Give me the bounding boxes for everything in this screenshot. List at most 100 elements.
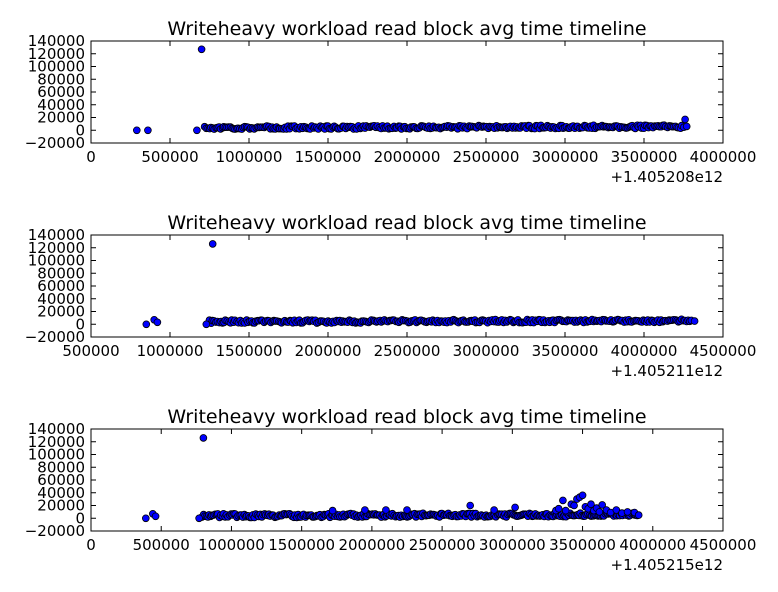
subplot-1-ticks: 0 500000 1000000 1500000 2000000 2500000 30000…	[25, 32, 757, 166]
x-tick-label: 1000000	[137, 342, 204, 360]
y-tick-label: 0	[75, 509, 85, 527]
x-tick-label: 2000000	[338, 536, 405, 554]
data-point	[197, 45, 206, 54]
data-point	[142, 320, 151, 329]
subplot-2-title: Writeheavy workload read block avg time …	[167, 212, 646, 234]
x-tick-label: 0	[86, 536, 96, 554]
x-tick-label: 500000	[62, 342, 119, 360]
data-point	[570, 501, 578, 510]
data-point	[202, 320, 211, 329]
data-point	[133, 126, 141, 135]
subplot-2-x-offset: +1.405211e12	[611, 362, 723, 380]
y-tick-label: −20000	[25, 522, 85, 540]
data-point	[208, 240, 217, 248]
data-point	[151, 512, 160, 521]
y-tick-label: 20000	[37, 109, 85, 127]
y-tick-label: 0	[75, 315, 85, 333]
x-tick-label: 3000000	[532, 148, 599, 166]
y-tick-label: 20000	[37, 497, 85, 515]
x-tick-label: 500000	[133, 536, 190, 554]
x-tick-label: 3000000	[453, 342, 520, 360]
y-tick-label: 20000	[37, 303, 85, 321]
x-tick-label: 3500000	[549, 536, 616, 554]
x-tick-label: 1000000	[198, 536, 265, 554]
x-tick-label: 500000	[141, 148, 198, 166]
x-tick-label: 4500000	[690, 536, 757, 554]
data-point	[623, 508, 632, 516]
subplot-3-points	[142, 434, 643, 523]
subplot-1-points	[133, 45, 691, 135]
x-tick-label: 4000000	[619, 536, 686, 554]
x-tick-label: 2500000	[453, 148, 520, 166]
data-point	[598, 501, 606, 509]
data-point	[559, 496, 567, 505]
y-tick-label: 40000	[37, 484, 85, 502]
data-point	[612, 506, 621, 514]
y-tick-label: 140000	[28, 420, 85, 438]
data-point	[490, 506, 498, 514]
subplot-3-frame	[90, 428, 724, 532]
data-point	[193, 126, 201, 135]
x-tick-label: 3500000	[611, 148, 678, 166]
data-point	[195, 514, 203, 523]
data-point	[554, 504, 563, 513]
y-tick-label: −20000	[25, 134, 85, 152]
subplot-1-frame	[90, 40, 724, 144]
subplot-2-ticks: 500000 1000000 1500000 2000000 2500000 300000…	[25, 226, 757, 360]
x-tick-label: 3500000	[532, 342, 599, 360]
data-point	[144, 126, 152, 135]
x-tick-label: 1500000	[295, 148, 362, 166]
data-point	[382, 506, 390, 514]
x-tick-label: 4000000	[611, 342, 678, 360]
data-point	[634, 511, 643, 519]
y-tick-label: 60000	[37, 83, 85, 101]
data-point	[681, 115, 689, 124]
y-tick-label: −20000	[25, 328, 85, 346]
data-point	[561, 506, 570, 515]
data-point	[578, 491, 587, 500]
y-tick-label: 0	[75, 121, 85, 139]
data-point	[153, 318, 162, 327]
subplot-2-frame	[90, 234, 724, 338]
subplot-1-x-offset: +1.405208e12	[611, 168, 723, 186]
x-tick-label: 3000000	[479, 536, 546, 554]
subplot-3-ticks: 0 500000 1000000 1500000 2000000 2500000 30000…	[25, 420, 757, 554]
data-point	[595, 508, 604, 516]
data-point	[511, 503, 519, 512]
x-tick-label: 1500000	[216, 342, 283, 360]
y-tick-label: 100000	[28, 58, 85, 76]
y-tick-label: 140000	[28, 226, 85, 244]
y-tick-label: 80000	[37, 264, 85, 282]
data-point	[328, 506, 337, 515]
data-point	[690, 317, 699, 325]
subplot-2: Writeheavy workload read block avg time …	[25, 212, 757, 380]
y-tick-label: 120000	[28, 239, 85, 257]
y-tick-label: 100000	[28, 252, 85, 270]
x-tick-label: 2500000	[374, 342, 441, 360]
y-tick-label: 60000	[37, 277, 85, 295]
subplot-2-points	[142, 240, 699, 329]
data-point	[403, 506, 411, 514]
data-point	[682, 122, 691, 131]
x-tick-label: 4000000	[690, 148, 757, 166]
y-tick-label: 40000	[37, 290, 85, 308]
y-tick-label: 80000	[37, 70, 85, 88]
data-point	[361, 506, 369, 514]
subplot-1: Writeheavy workload read block avg time …	[25, 18, 757, 186]
y-tick-label: 140000	[28, 32, 85, 50]
y-tick-label: 120000	[28, 45, 85, 63]
subplot-3-title: Writeheavy workload read block avg time …	[167, 406, 646, 428]
subplot-3-x-offset: +1.405215e12	[611, 556, 723, 574]
x-tick-label: 1000000	[216, 148, 283, 166]
data-point	[142, 514, 150, 523]
y-tick-label: 40000	[37, 96, 85, 114]
y-tick-label: 60000	[37, 471, 85, 489]
data-point	[587, 500, 595, 509]
x-tick-label: 0	[86, 148, 96, 166]
x-tick-label: 2500000	[409, 536, 476, 554]
x-tick-label: 2000000	[374, 148, 441, 166]
x-tick-label: 2000000	[295, 342, 362, 360]
subplot-1-title: Writeheavy workload read block avg time …	[167, 18, 646, 40]
y-tick-label: 120000	[28, 433, 85, 451]
